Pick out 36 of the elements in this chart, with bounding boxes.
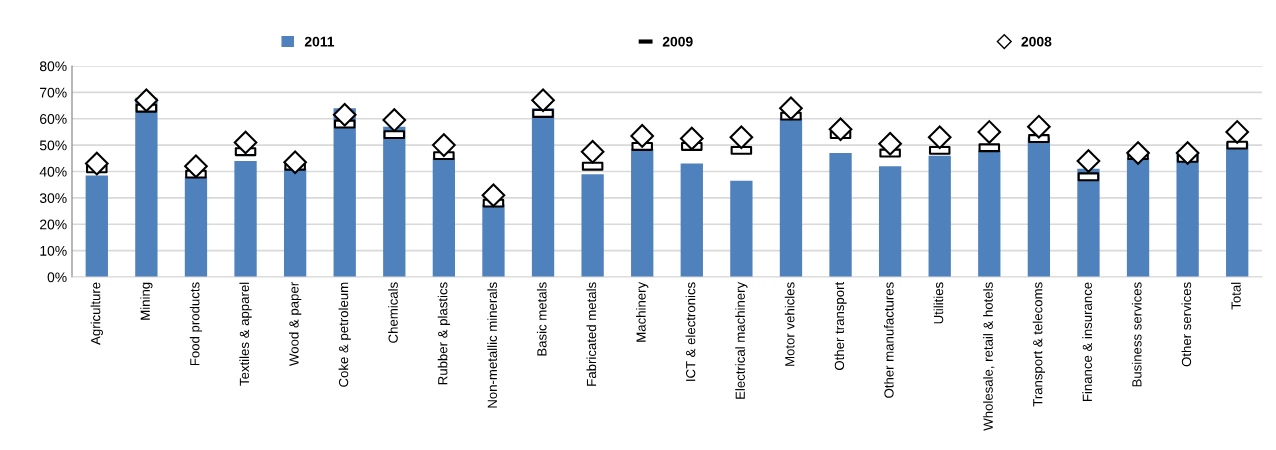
- legend-label: 2008: [1021, 36, 1052, 47]
- x-tick-label: Chemicals: [388, 282, 398, 343]
- x-tick-label: Other transport: [834, 281, 847, 370]
- x-tick-label: Electrical machinery: [735, 281, 748, 399]
- x-tick-label: Food products: [189, 282, 203, 366]
- x-tick-label: Coke & petroleum: [338, 282, 351, 387]
- y-tick-label: 80%: [39, 61, 67, 72]
- y-tick-label: 30%: [39, 193, 67, 204]
- x-tick-label: Fabricated metals: [586, 282, 597, 386]
- x-tick-label: Other manufactures: [883, 282, 894, 398]
- y-tick-label: 0%: [47, 272, 67, 283]
- x-tick-label: Business services: [1131, 282, 1142, 387]
- x-tick-label: Agriculture: [90, 282, 103, 345]
- x-tick-label: Wood & paper: [288, 282, 302, 366]
- y-tick-label: 70%: [40, 87, 67, 98]
- y-tick-label: 20%: [40, 219, 67, 230]
- x-tick-label: Textiles & apparel: [239, 282, 252, 386]
- x-tick-label: Non-metallic minerals: [487, 282, 497, 408]
- x-tick-label: Motor vehicles: [784, 282, 795, 366]
- legend-label: 2009: [662, 36, 693, 47]
- x-tick-label: Transport & telecoms: [1032, 282, 1046, 407]
- x-tick-label: Basic metals: [536, 282, 547, 356]
- y-tick-label: 40%: [39, 166, 67, 177]
- x-tick-label: ICT & electronics: [685, 282, 696, 381]
- y-tick-label: 50%: [39, 140, 67, 151]
- x-tick-label: Mining: [140, 282, 153, 320]
- x-tick-label: Utilities: [933, 282, 944, 324]
- x-tick-label: Total: [1231, 282, 1241, 310]
- x-tick-label: Rubber & plastics: [437, 282, 451, 385]
- x-tick-label: Wholesale, retail & hotels: [983, 282, 995, 431]
- x-tick-label: Machinery: [636, 281, 649, 342]
- y-tick-label: 60%: [40, 114, 67, 124]
- x-tick-label: Finance & insurance: [1082, 282, 1092, 402]
- legend-label: 2011: [304, 36, 335, 47]
- x-tick-label: Other services: [1181, 282, 1192, 367]
- y-tick-label: 10%: [40, 245, 67, 256]
